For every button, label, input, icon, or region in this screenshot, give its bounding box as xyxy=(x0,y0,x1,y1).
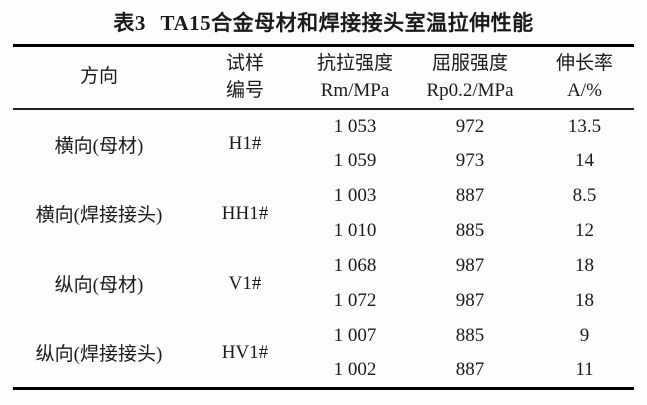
cell-yield-strength: 972 xyxy=(455,115,485,137)
col-header-tensile-strength-line2: Rm/MPa xyxy=(320,80,390,102)
cell-elongation: 13.5 xyxy=(567,115,602,137)
table-row: 横向(焊接接头) HH1# 1 003 887 8.5 xyxy=(13,179,634,226)
col-header-yield-strength: 屈服强度 Rp0.2/MPa xyxy=(405,45,535,110)
col-header-direction-label: 方向 xyxy=(79,66,118,88)
cell-direction: 纵向(焊接接头) xyxy=(35,344,163,366)
table-row: 1 010 885 12 xyxy=(13,214,634,249)
col-header-specimen-line2: 编号 xyxy=(225,80,264,102)
cell-specimen: V1# xyxy=(228,272,262,294)
col-header-yield-strength-line2: Rp0.2/MPa xyxy=(426,80,514,102)
cell-elongation: 18 xyxy=(575,290,594,311)
cell-tensile-strength: 1 059 xyxy=(333,150,377,171)
cell-tensile-strength: 1 003 xyxy=(333,185,377,206)
cell-yield-strength: 987 xyxy=(455,255,485,276)
cell-elongation: 8.5 xyxy=(572,185,597,206)
col-header-elongation-line2: A/% xyxy=(567,80,602,102)
cell-tensile-strength: 1 068 xyxy=(333,255,377,276)
cell-elongation: 9 xyxy=(579,325,590,346)
col-header-tensile-strength-line1: 抗拉强度 xyxy=(316,52,393,74)
cell-elongation: 12 xyxy=(575,220,594,241)
col-header-elongation-line1: 伸长率 xyxy=(555,52,613,74)
col-header-tensile-strength: 抗拉强度 Rm/MPa xyxy=(305,45,405,110)
tensile-properties-table: 方向 试样 编号 抗拉强度 Rm/MPa 屈服强度 Rp0.2/MPa 伸长率 … xyxy=(13,44,634,390)
table-row: 1 072 987 18 xyxy=(13,284,634,319)
cell-elongation: 11 xyxy=(575,359,594,381)
header-row: 方向 试样 编号 抗拉强度 Rm/MPa 屈服强度 Rp0.2/MPa 伸长率 … xyxy=(13,45,634,110)
cell-tensile-strength: 1 010 xyxy=(333,220,377,241)
col-header-specimen: 试样 编号 xyxy=(185,45,305,110)
cell-specimen: H1# xyxy=(228,133,262,154)
cell-yield-strength: 987 xyxy=(455,290,485,311)
cell-yield-strength: 885 xyxy=(455,220,485,241)
cell-specimen: HH1# xyxy=(221,202,269,224)
cell-specimen: HV1# xyxy=(221,341,269,363)
col-header-specimen-line1: 试样 xyxy=(225,52,264,74)
cell-elongation: 14 xyxy=(575,150,594,171)
cell-tensile-strength: 1 053 xyxy=(333,115,377,137)
col-header-direction: 方向 xyxy=(13,45,185,110)
col-header-elongation: 伸长率 A/% xyxy=(535,45,634,110)
table-row: 横向(母材) H1# 1 053 972 13.5 xyxy=(13,109,634,157)
cell-tensile-strength: 1 007 xyxy=(333,325,377,346)
table-header: 方向 试样 编号 抗拉强度 Rm/MPa 屈服强度 Rp0.2/MPa 伸长率 … xyxy=(13,45,634,110)
table-row: 纵向(母材) V1# 1 068 987 18 xyxy=(13,249,634,296)
cell-yield-strength: 885 xyxy=(455,325,485,346)
cell-direction: 纵向(母材) xyxy=(54,275,144,296)
cell-yield-strength: 887 xyxy=(455,359,485,381)
col-header-yield-strength-line1: 屈服强度 xyxy=(431,52,508,74)
table-row: 纵向(焊接接头) HV1# 1 007 885 9 xyxy=(13,319,634,365)
table-row: 1 002 887 11 xyxy=(13,354,634,389)
table-row: 1 059 973 14 xyxy=(13,144,634,179)
table-number: 表3 xyxy=(113,11,146,35)
cell-yield-strength: 887 xyxy=(455,185,485,206)
cell-tensile-strength: 1 002 xyxy=(333,359,377,381)
table-caption: 表3 TA15合金母材和焊接接头室温拉伸性能 xyxy=(0,0,647,44)
table-title: TA15合金母材和焊接接头室温拉伸性能 xyxy=(160,11,534,35)
cell-elongation: 18 xyxy=(575,255,594,276)
cell-tensile-strength: 1 072 xyxy=(333,290,377,311)
cell-direction: 横向(母材) xyxy=(54,135,144,157)
table-body: 横向(母材) H1# 1 053 972 13.5 1 059 973 14 横… xyxy=(13,109,634,389)
cell-direction: 横向(焊接接头) xyxy=(35,205,163,226)
cell-yield-strength: 973 xyxy=(455,150,485,171)
